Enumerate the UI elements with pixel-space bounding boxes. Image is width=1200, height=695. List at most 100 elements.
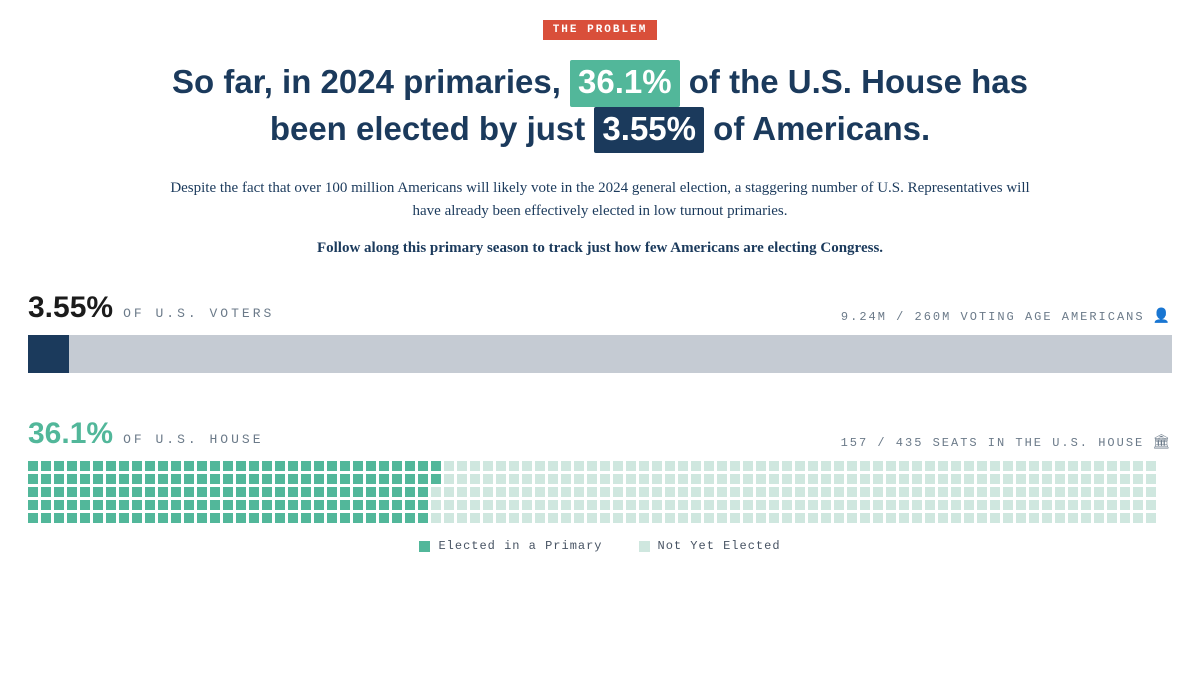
waffle-cell — [652, 500, 662, 510]
waffle-cell — [275, 461, 285, 471]
waffle-cell — [665, 500, 675, 510]
waffle-cell — [587, 461, 597, 471]
waffle-cell — [1029, 461, 1039, 471]
waffle-cell — [106, 500, 116, 510]
waffle-cell — [366, 487, 376, 497]
waffle-cell — [223, 500, 233, 510]
waffle-cell — [288, 474, 298, 484]
waffle-cell — [1029, 513, 1039, 523]
waffle-cell — [925, 474, 935, 484]
waffle-cell — [509, 461, 519, 471]
waffle-cell — [795, 513, 805, 523]
waffle-cell — [28, 487, 38, 497]
waffle-cell — [80, 513, 90, 523]
waffle-cell — [626, 500, 636, 510]
waffle-cell — [535, 487, 545, 497]
waffle-cell — [691, 474, 701, 484]
headline-part3: of Americans. — [704, 110, 930, 147]
waffle-cell — [197, 474, 207, 484]
waffle-cell — [470, 474, 480, 484]
waffle-cell — [834, 487, 844, 497]
waffle-cell — [1003, 474, 1013, 484]
waffle-cell — [444, 513, 454, 523]
waffle-cell — [743, 461, 753, 471]
waffle-cell — [106, 474, 116, 484]
waffle-cell — [1146, 474, 1156, 484]
waffle-cell — [496, 487, 506, 497]
waffle-cell — [990, 513, 1000, 523]
waffle-cell — [184, 487, 194, 497]
waffle-cell — [236, 487, 246, 497]
waffle-cell — [288, 513, 298, 523]
waffle-cell — [535, 474, 545, 484]
waffle-cell — [782, 513, 792, 523]
waffle-cell — [366, 513, 376, 523]
waffle-cell — [522, 461, 532, 471]
waffle-cell — [873, 500, 883, 510]
waffle-cell — [1107, 513, 1117, 523]
waffle-cell — [275, 474, 285, 484]
waffle-cell — [119, 513, 129, 523]
waffle-cell — [93, 513, 103, 523]
waffle-cell — [327, 500, 337, 510]
waffle-cell — [28, 461, 38, 471]
waffle-cell — [886, 474, 896, 484]
waffle-cell — [704, 474, 714, 484]
waffle-cell — [54, 513, 64, 523]
problem-tag: THE PROBLEM — [543, 20, 658, 40]
waffle-cell — [834, 500, 844, 510]
waffle-cell — [1068, 474, 1078, 484]
headline: So far, in 2024 primaries, 36.1% of the … — [160, 60, 1040, 153]
waffle-cell — [314, 487, 324, 497]
waffle-cell — [1029, 474, 1039, 484]
waffle-cell — [1029, 487, 1039, 497]
waffle-cell — [821, 487, 831, 497]
waffle-cell — [1042, 487, 1052, 497]
waffle-cell — [782, 500, 792, 510]
waffle-cell — [678, 487, 688, 497]
waffle-cell — [392, 487, 402, 497]
waffle-cell — [1003, 500, 1013, 510]
waffle-cell — [1042, 461, 1052, 471]
waffle-cell — [600, 474, 610, 484]
voters-bar-track — [28, 335, 1172, 373]
waffle-cell — [262, 474, 272, 484]
waffle-cell — [496, 500, 506, 510]
waffle-cell — [275, 500, 285, 510]
waffle-cell — [626, 487, 636, 497]
legend-empty-label: Not Yet Elected — [658, 539, 781, 553]
waffle-cell — [886, 487, 896, 497]
waffle-cell — [561, 461, 571, 471]
waffle-cell — [132, 461, 142, 471]
waffle-cell — [938, 500, 948, 510]
waffle-cell — [756, 461, 766, 471]
waffle-cell — [340, 487, 350, 497]
waffle-cell — [769, 487, 779, 497]
waffle-cell — [587, 500, 597, 510]
waffle-cell — [184, 474, 194, 484]
waffle-cell — [548, 500, 558, 510]
waffle-cell — [431, 461, 441, 471]
waffle-cell — [964, 461, 974, 471]
waffle-cell — [600, 461, 610, 471]
waffle-cell — [574, 513, 584, 523]
waffle-cell — [288, 500, 298, 510]
waffle-cell — [392, 500, 402, 510]
waffle-cell — [1081, 487, 1091, 497]
waffle-cell — [613, 474, 623, 484]
waffle-cell — [1133, 513, 1143, 523]
waffle-cell — [1042, 474, 1052, 484]
waffle-cell — [249, 513, 259, 523]
waffle-cell — [483, 461, 493, 471]
waffle-cell — [28, 474, 38, 484]
waffle-cell — [93, 461, 103, 471]
waffle-cell — [613, 461, 623, 471]
waffle-cell — [795, 474, 805, 484]
waffle-cell — [951, 500, 961, 510]
waffle-cell — [548, 487, 558, 497]
waffle-cell — [379, 461, 389, 471]
waffle-cell — [158, 513, 168, 523]
waffle-cell — [327, 487, 337, 497]
subtext: Despite the fact that over 100 million A… — [170, 177, 1030, 222]
waffle-cell — [353, 461, 363, 471]
